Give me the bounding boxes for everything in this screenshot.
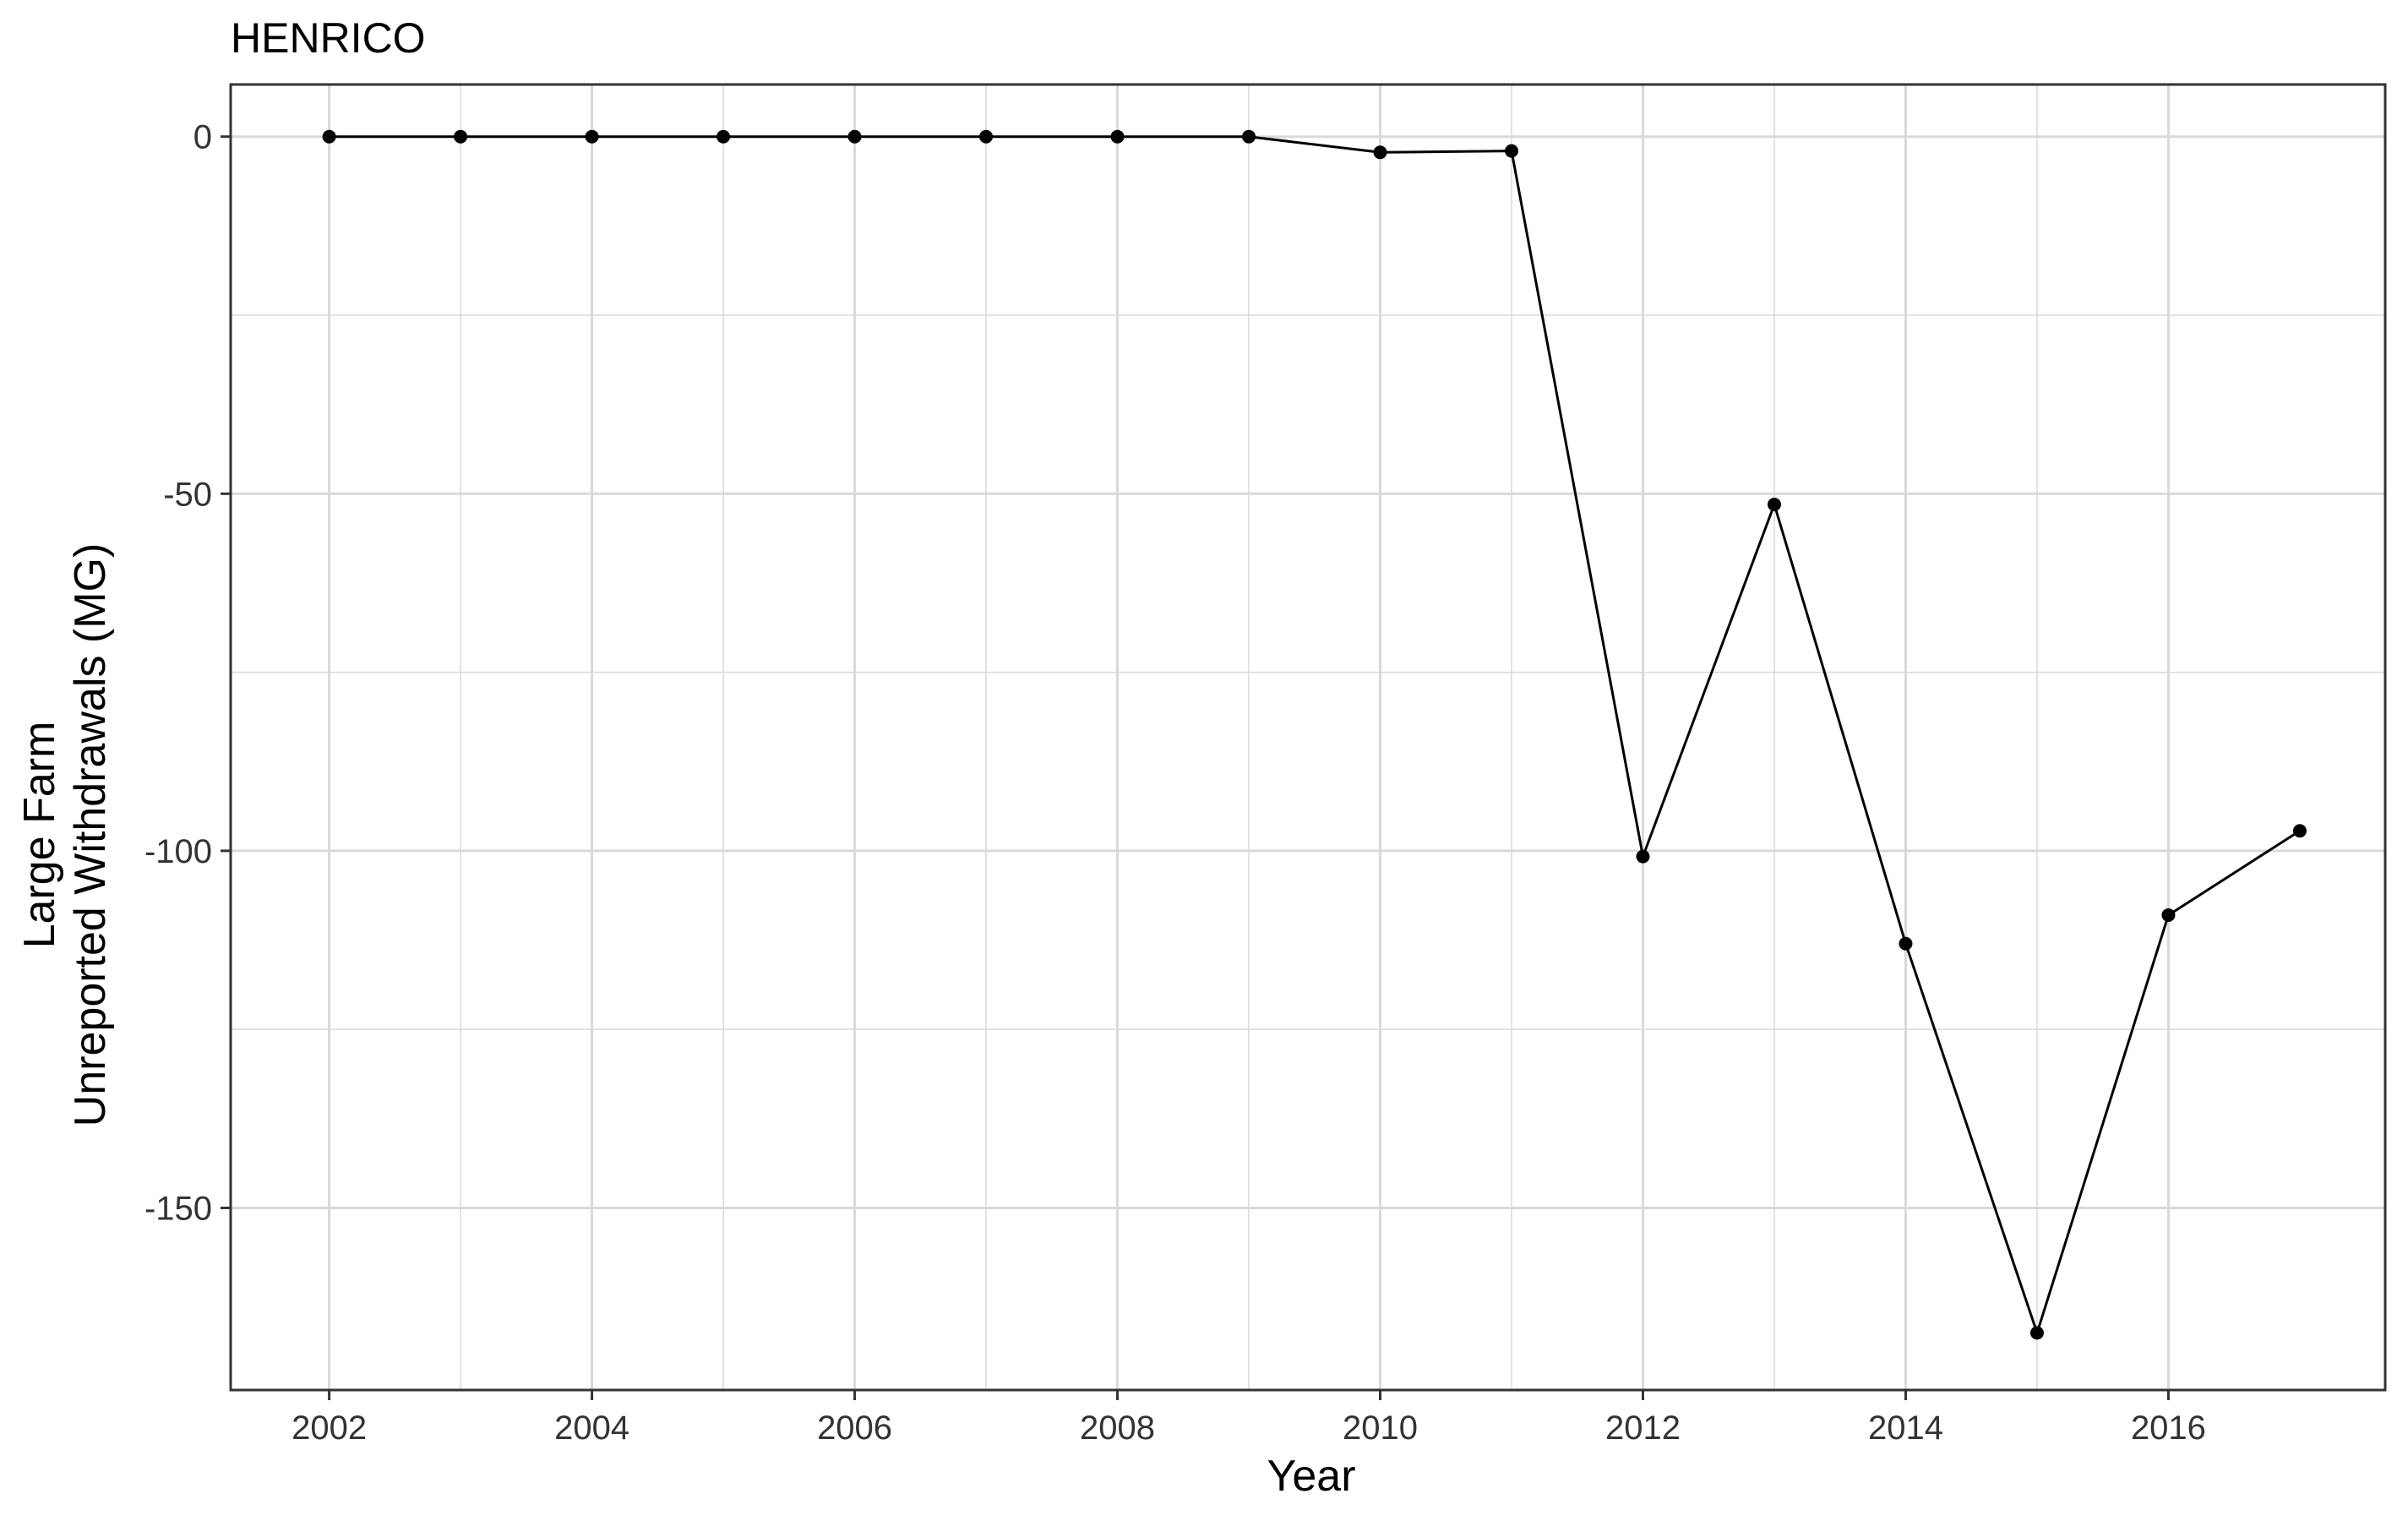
data-point (2029, 1326, 2044, 1340)
series-1 (322, 129, 2307, 1340)
y-tick-label: 0 (193, 119, 212, 156)
plot-panel-border (229, 83, 2387, 1392)
x-tick-label: 2010 (1343, 1409, 1418, 1447)
data-point (454, 129, 468, 144)
y-tick-label: -50 (163, 476, 212, 513)
y-tick-label: -100 (144, 833, 212, 870)
x-tick-label: 2004 (554, 1409, 629, 1447)
data-point (2161, 908, 2176, 922)
data-point (847, 129, 862, 144)
x-tick-label: 2002 (291, 1409, 367, 1447)
y-axis-title-line-2: Unreported Withdrawals (MG) (66, 543, 115, 1127)
data-point (979, 129, 994, 144)
data-point (2292, 824, 2307, 838)
y-axis-title: Large Farm Unreported Withdrawals (MG) (15, 543, 115, 1127)
x-tick-label: 2008 (1080, 1409, 1155, 1447)
data-point (1636, 849, 1650, 864)
axes: 2002 2004 2006 2008 2010 2012 2014 2016 0 -50 -100… (144, 119, 2206, 1447)
data-point (1110, 129, 1125, 144)
data-point (1899, 936, 1913, 951)
data-point (585, 129, 599, 144)
data-point (716, 129, 731, 144)
data-point (1242, 129, 1256, 144)
data-point (1505, 144, 1519, 158)
y-tick-label: -150 (144, 1190, 212, 1227)
x-tick-label: 2012 (1605, 1409, 1681, 1447)
x-axis-title: Year (1267, 1452, 1355, 1501)
x-tick-label: 2016 (2131, 1409, 2206, 1447)
x-tick-label: 2006 (817, 1409, 892, 1447)
data-point (1373, 145, 1387, 160)
data-point (322, 129, 336, 144)
data-point (1767, 497, 1781, 511)
chart-title: HENRICO (231, 14, 426, 62)
series-line (329, 135, 2301, 1334)
x-tick-label: 2014 (1868, 1409, 1943, 1447)
y-axis-title-line-1: Large Farm (15, 722, 64, 949)
